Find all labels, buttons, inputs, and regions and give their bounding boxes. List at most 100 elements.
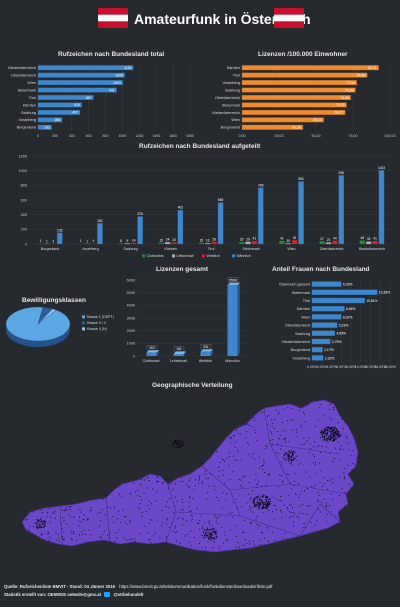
- bar: [56, 232, 63, 245]
- page-title: Amateurfunk in Österreich: [134, 11, 311, 27]
- bar: [137, 216, 143, 245]
- data-label: 1004: [113, 81, 121, 85]
- legend-label: Weiblich: [207, 254, 221, 258]
- data-label-box: [200, 344, 212, 350]
- data-label: 765: [258, 183, 264, 187]
- data-label: 41: [280, 236, 284, 240]
- bar: [241, 117, 324, 123]
- category-label: Niederösterreich: [8, 66, 36, 70]
- data-label: 1: [80, 239, 82, 243]
- data-label: 6,66%: [346, 307, 356, 311]
- data-label: 41,18: [292, 126, 301, 130]
- data-label: 41: [373, 236, 377, 240]
- x-tick-label: 1600: [169, 134, 177, 138]
- bar: [298, 181, 304, 245]
- data-label-box: [227, 277, 239, 283]
- category-label: Vorarlberg: [292, 356, 310, 360]
- data-label: 565: [218, 198, 224, 202]
- legend-label: Männlich: [237, 254, 251, 258]
- category-label: Burgenland: [291, 348, 310, 352]
- bar: [97, 223, 103, 245]
- bar-top: [227, 282, 240, 286]
- x-tick-label: 1000: [118, 134, 126, 138]
- category-label: Vorarlberg: [222, 81, 240, 85]
- bar: [158, 242, 164, 245]
- y-tick-label: 1000: [19, 169, 27, 173]
- data-label: 931: [109, 88, 115, 92]
- map-state-borders: [59, 407, 347, 545]
- data-label: 1: [86, 239, 88, 243]
- category-label: Burgenland: [17, 126, 36, 130]
- map-austria: [21, 399, 359, 553]
- category-label: Tirol: [29, 96, 36, 100]
- data-label: 92,31: [368, 66, 377, 70]
- bar: [291, 240, 298, 245]
- data-label: 1003: [378, 166, 385, 170]
- data-label: 55,14: [313, 118, 322, 122]
- data-label: 37: [320, 237, 324, 241]
- y-tick-label: 5000: [127, 291, 135, 295]
- chart-anteil-frauen-title: Anteil Frauen nach Bundesland: [272, 266, 370, 273]
- category-label: Kärnten: [23, 103, 36, 107]
- y-tick-label: 4000: [127, 304, 135, 308]
- bar: [241, 80, 357, 86]
- legend-swatch: [82, 327, 85, 331]
- footer-twitter-handle[interactable]: @strbehandelt: [113, 592, 144, 597]
- data-label: 6,02%: [343, 315, 353, 319]
- footer-source-url[interactable]: https://www.bmvit.gv.at/telekommunikatio…: [119, 584, 273, 589]
- category-label: Wien: [287, 247, 295, 251]
- chart-lizenzen-gesamt: 0 1000 2000 3000 4000 5000 6000 263 Clubfunkst. 1…: [127, 277, 246, 363]
- bar: [37, 95, 94, 100]
- x-tick-label: 75,00: [349, 134, 358, 138]
- y-tick-label: 400: [21, 213, 27, 217]
- x-tick-label: 8,00%: [346, 365, 357, 369]
- chart-lizenzen-pro-einwohner-title: Lizenzen /100.000 Einwohner: [258, 51, 348, 58]
- category-label: Leitselmait: [170, 359, 187, 363]
- bar: [211, 241, 217, 245]
- y-tick-label: 1000: [127, 342, 135, 346]
- category-label: Wien: [301, 315, 310, 319]
- data-label: 10,81%: [366, 299, 378, 303]
- data-label: 375: [137, 212, 143, 216]
- bar: [311, 297, 365, 304]
- bar: [285, 243, 291, 245]
- chart-bewilligungsklassen: Klasse 1 (CEPT) Klasse 3 / 4 Klasse 4 (N): [5, 306, 114, 347]
- map-austria-shape: [21, 399, 359, 553]
- chart-bewilligungsklassen-title: Bewilligungsklassen: [22, 297, 86, 304]
- category-label: Tirol: [303, 299, 310, 303]
- bar-top: [200, 349, 213, 352]
- data-label: 12: [206, 239, 210, 243]
- category-label: Männlich: [225, 359, 239, 363]
- y-tick-label: 200: [21, 228, 27, 232]
- category-label: Oberösterreich: [215, 96, 240, 100]
- category-label: Kärnten: [297, 307, 310, 311]
- data-label: 15: [159, 238, 163, 242]
- chart-lizenzen-gesamt-title: Lizenzen gesamt: [156, 266, 209, 273]
- x-tick-label: 1800: [186, 134, 194, 138]
- category-label: Oberösterreich: [320, 247, 344, 251]
- x-tick-label: 400: [69, 134, 75, 138]
- bar: [241, 124, 304, 130]
- bar: [173, 353, 184, 356]
- bar: [37, 72, 125, 78]
- data-label: 13,38%: [379, 291, 391, 295]
- category-label: Niederösterreich: [282, 340, 310, 344]
- bar: [217, 202, 224, 245]
- bar-side: [183, 351, 186, 356]
- category-label: Steiermark: [222, 103, 240, 107]
- chart-lizenzen-pro-einwohner: 0,00 25,00 50,00 75,00 100,00 Kärnten 92,31 Tir…: [212, 64, 396, 138]
- legend-label: Klasse 3 / 4: [87, 321, 106, 325]
- flag-right: [274, 8, 304, 28]
- data-label: 1: [40, 239, 42, 243]
- y-tick-label: 6000: [127, 278, 135, 282]
- data-label: 76,68: [345, 88, 354, 92]
- bird-icon: [104, 592, 111, 598]
- x-tick-label: 0: [37, 134, 39, 138]
- x-tick-label: 200: [52, 134, 58, 138]
- category-label: Österreich gesamt: [279, 283, 311, 287]
- x-tick-label: 2,00%: [317, 365, 328, 369]
- category-label: Clubfunkst.: [143, 359, 161, 363]
- category-label: Tirol: [233, 74, 240, 78]
- footer-author: Statistik erstellt von: OE6WDE oe6wde@gm…: [4, 592, 144, 598]
